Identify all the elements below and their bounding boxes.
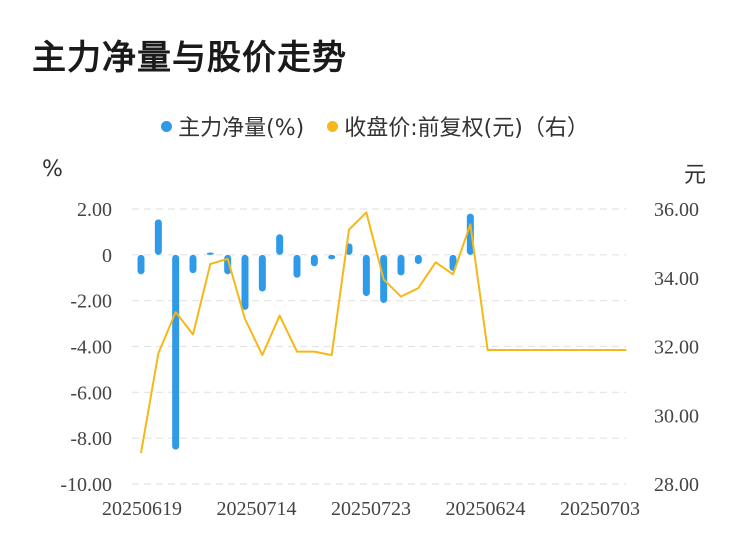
x-tick-label: 20250624 [446, 498, 526, 520]
bar [328, 254, 336, 260]
left-tick-label: -6.00 [70, 382, 112, 404]
x-tick-label: 20250714 [217, 498, 297, 520]
left-tick-label: 2.00 [77, 199, 112, 221]
x-tick-label: 20250723 [331, 498, 411, 520]
bar [137, 254, 145, 275]
bar [362, 254, 370, 297]
bar [397, 254, 405, 276]
right-tick-label: 36.00 [654, 199, 699, 221]
bar [258, 254, 266, 292]
legend-dot-line [327, 120, 339, 132]
left-tick-label: 0 [102, 245, 112, 267]
right-tick-label: 34.00 [654, 268, 699, 290]
legend-label-close-price: 收盘价:前复权(元)（右） [344, 116, 589, 141]
bar [206, 252, 214, 255]
bar [310, 254, 318, 267]
left-tick-label: -10.00 [60, 474, 112, 496]
x-tick-label: 20250619 [102, 498, 182, 520]
right-tick-label: 28.00 [654, 474, 699, 496]
left-axis-unit: % [42, 157, 63, 182]
legend-dot-bar [161, 120, 173, 132]
bar [172, 254, 180, 450]
left-tick-label: -8.00 [70, 428, 112, 450]
bar [466, 213, 474, 255]
right-axis-unit: 元 [684, 163, 707, 188]
legend-label-net-flow: 主力净量(%) [178, 116, 305, 141]
left-tick-label: -2.00 [70, 291, 112, 313]
bar [189, 254, 197, 274]
bar [241, 254, 249, 310]
left-tick-label: -4.00 [70, 337, 112, 359]
legend-item-close-price[interactable]: 收盘价:前复权(元)（右） [327, 110, 589, 142]
bar [154, 219, 162, 255]
price-line [140, 211, 627, 454]
bar [276, 234, 284, 255]
bar [414, 254, 422, 264]
chart-title: 主力净量与股价走势 [32, 38, 347, 78]
right-tick-label: 30.00 [654, 405, 699, 427]
legend: 主力净量(%) 收盘价:前复权(元)（右） [0, 110, 750, 142]
legend-item-net-flow[interactable]: 主力净量(%) [161, 110, 304, 142]
right-tick-label: 32.00 [654, 337, 699, 359]
x-tick-label: 20250703 [560, 498, 640, 520]
bar [293, 254, 301, 278]
